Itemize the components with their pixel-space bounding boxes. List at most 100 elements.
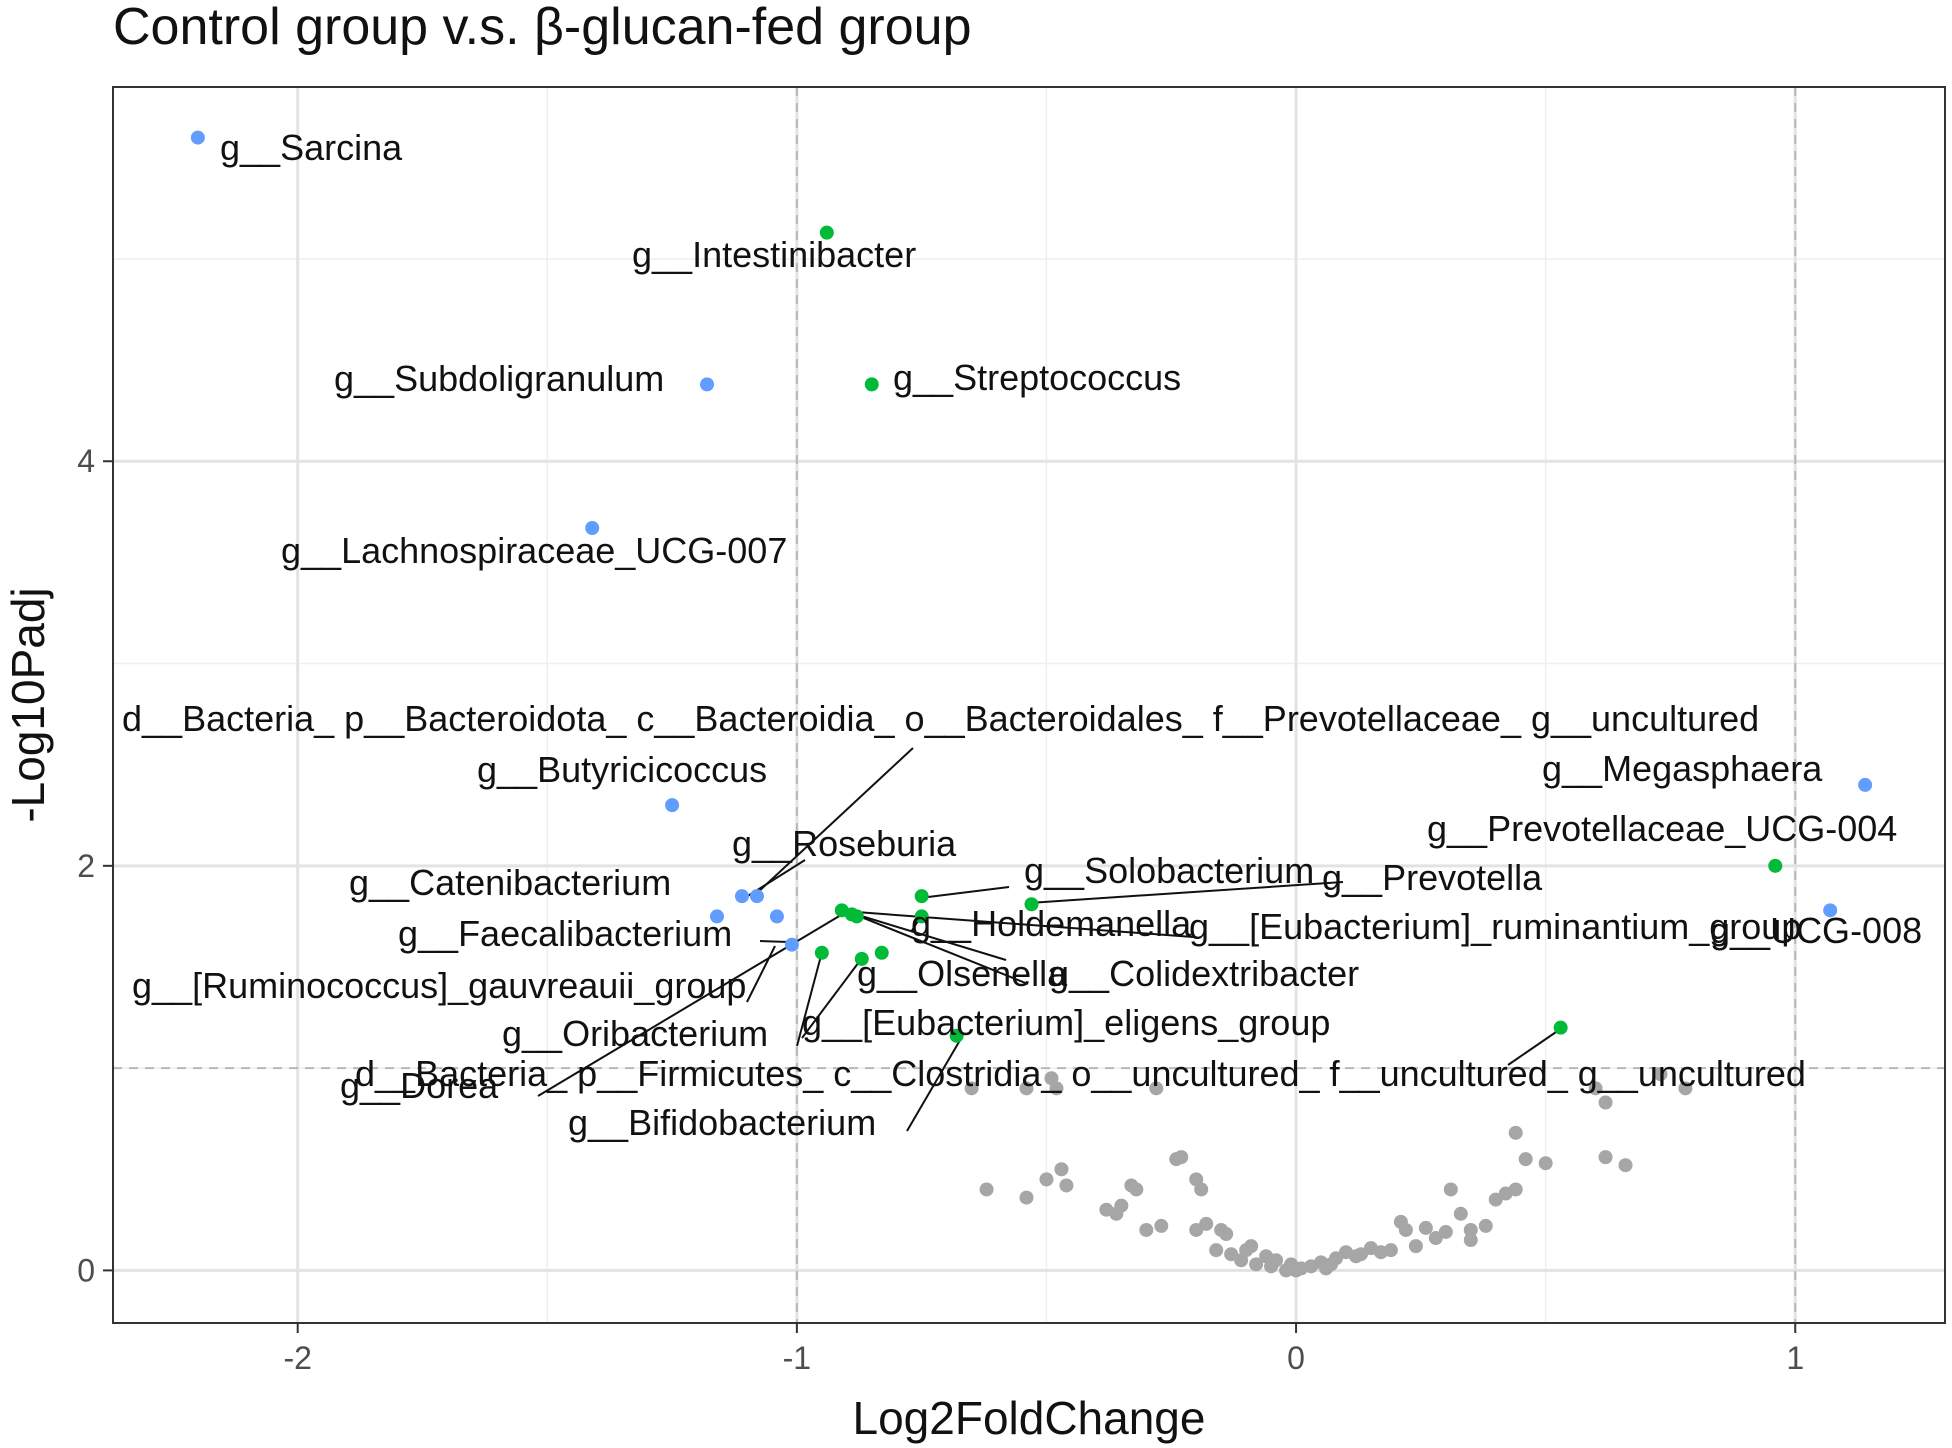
x-tick-label: 0	[1287, 1340, 1305, 1376]
x-tick-label: -1	[783, 1340, 811, 1376]
point-label: g__Colidextribacter	[1049, 953, 1359, 994]
nonsignificant-point	[1019, 1190, 1034, 1205]
nonsignificant-point	[1408, 1239, 1423, 1254]
nonsignificant-point	[1598, 1150, 1613, 1165]
point-label: g__Oribacterium	[502, 1013, 768, 1054]
nonsignificant-point	[1453, 1206, 1468, 1221]
point-label: g__Streptococcus	[893, 357, 1181, 398]
leader-line	[919, 886, 1010, 899]
point-label: g__Olsenella	[857, 953, 1068, 994]
nonsignificant-point	[1199, 1216, 1214, 1231]
significant-point	[1553, 1020, 1568, 1035]
nonsignificant-point	[1269, 1253, 1284, 1268]
point-label: g__Intestinibacter	[632, 234, 916, 275]
point-label: g__Catenibacterium	[349, 862, 671, 903]
nonsignificant-point	[1149, 1081, 1164, 1096]
nonsignificant-point	[1249, 1257, 1264, 1272]
point-label: g__Dorea	[340, 1065, 499, 1106]
x-tick-label: -2	[283, 1340, 311, 1376]
significant-points	[190, 130, 1873, 1043]
point-label: g__UCG-008	[1710, 910, 1922, 951]
nonsignificant-point	[1174, 1150, 1189, 1165]
nonsignificant-point	[1588, 1081, 1603, 1096]
x-tick-label: 1	[1786, 1340, 1804, 1376]
x-axis-title: Log2FoldChange	[853, 1392, 1206, 1444]
nonsignificant-point	[1438, 1224, 1453, 1239]
nonsignificant-point	[1538, 1156, 1553, 1171]
significant-point	[874, 945, 889, 960]
significant-point	[585, 520, 600, 535]
nonsignificant-point	[1059, 1178, 1074, 1193]
leader-line	[755, 747, 914, 895]
significant-point	[914, 909, 929, 924]
nonsignificant-point	[1678, 1081, 1693, 1096]
nonsignificant-point	[1154, 1218, 1169, 1233]
nonsignificant-point	[1054, 1162, 1069, 1177]
significant-point	[769, 909, 784, 924]
significant-point	[864, 377, 879, 392]
nonsignificant-point	[1129, 1182, 1144, 1197]
significant-point	[914, 889, 929, 904]
leader-line	[796, 951, 823, 1047]
point-label: g__Megasphaera	[1542, 748, 1823, 789]
leader-line	[1028, 881, 1344, 904]
nonsignificant-point	[1348, 1249, 1363, 1264]
point-label: g__Holdemanella	[911, 903, 1192, 944]
leader-line	[1507, 1029, 1560, 1066]
leader-line	[801, 957, 863, 1039]
y-tick-label: 0	[77, 1252, 95, 1288]
point-label: g__[Eubacterium]_eligens_group	[802, 1002, 1330, 1043]
leader-line	[746, 945, 776, 1003]
significant-point	[1024, 897, 1039, 912]
significant-point	[949, 1028, 964, 1043]
significant-point	[844, 907, 859, 922]
leader-line	[906, 1034, 964, 1132]
significant-point	[1768, 858, 1783, 873]
nonsignificant-point	[964, 1081, 979, 1096]
significant-point	[819, 225, 834, 240]
y-tick-label: 4	[77, 443, 95, 479]
significant-point	[700, 377, 715, 392]
nonsignificant-point	[1049, 1081, 1064, 1096]
background-points	[964, 1067, 1693, 1278]
leader-line	[759, 940, 790, 943]
nonsignificant-point	[1598, 1095, 1613, 1110]
nonsignificant-point	[1618, 1158, 1633, 1173]
nonsignificant-point	[1139, 1222, 1154, 1237]
nonsignificant-point	[1244, 1239, 1259, 1254]
point-label: g__Butyricicoccus	[477, 749, 767, 790]
nonsignificant-point	[1653, 1067, 1668, 1082]
nonsignificant-point	[1508, 1182, 1523, 1197]
point-label: g__[Eubacterium]_ruminantium_group	[1189, 906, 1801, 947]
nonsignificant-point	[1478, 1218, 1493, 1233]
point-labels: g__Sarcina g__Intestinibacter g__Subdoligr…	[122, 127, 1922, 1143]
threshold-lines	[113, 87, 1945, 1323]
nonsignificant-point	[1398, 1222, 1413, 1237]
point-label: d__Bacteria_ p__Bacteroidota_ c__Bactero…	[122, 698, 1759, 739]
axis-ticks: -2 -1 0 1 0 2 4	[77, 443, 1804, 1376]
point-label: g__Bifidobacterium	[568, 1102, 876, 1143]
leader-line	[855, 911, 1194, 938]
nonsignificant-point	[979, 1182, 994, 1197]
nonsignificant-point	[1324, 1257, 1339, 1272]
point-label: g__Prevotellaceae_UCG-004	[1427, 808, 1897, 849]
nonsignificant-point	[1418, 1220, 1433, 1235]
significant-point	[734, 889, 749, 904]
nonsignificant-point	[1019, 1081, 1034, 1096]
nonsignificant-point	[1463, 1233, 1478, 1248]
y-tick-label: 2	[77, 848, 95, 884]
nonsignificant-point	[1463, 1222, 1478, 1237]
leader-line	[855, 914, 1029, 985]
point-label: d__Bacteria_ p__Firmicutes_ c__Clostridi…	[355, 1053, 1806, 1094]
point-label: g__Faecalibacterium	[398, 913, 732, 954]
significant-point	[1858, 777, 1873, 792]
significant-point	[814, 945, 829, 960]
nonsignificant-point	[1114, 1198, 1129, 1213]
chart-title: Control group v.s. β-glucan-fed group	[113, 0, 972, 56]
nonsignificant-point	[1518, 1152, 1533, 1167]
significant-point	[1823, 903, 1838, 918]
point-label: g__Roseburia	[732, 823, 957, 864]
significant-point	[784, 937, 799, 952]
point-label: g__Solobacterium	[1024, 850, 1314, 891]
